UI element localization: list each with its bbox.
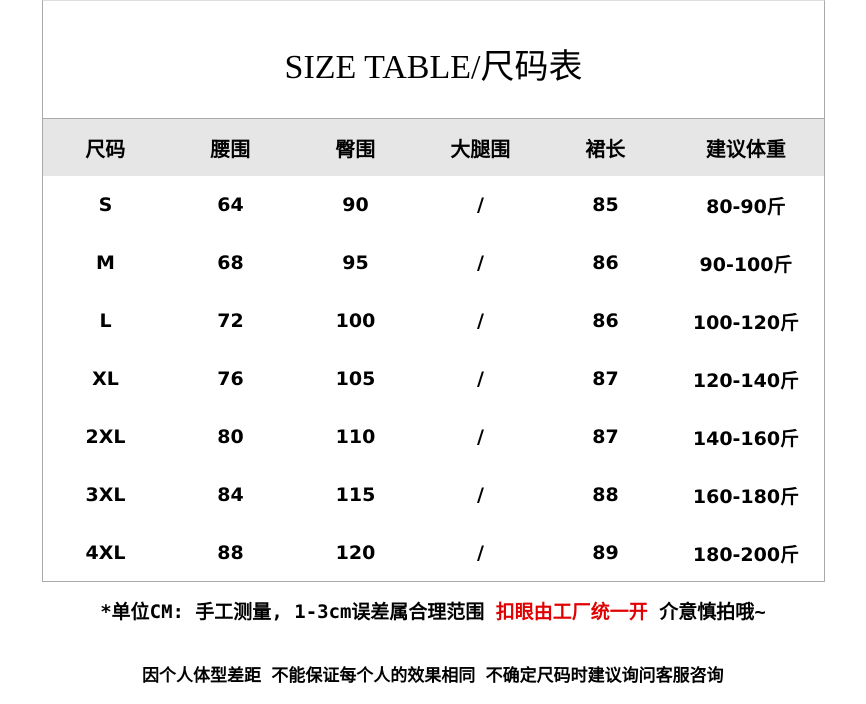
table-cell: 76	[217, 368, 244, 390]
table-cell: XL	[92, 368, 119, 390]
table-cell: /	[477, 194, 484, 216]
table-row: 2XL 80 110 / 87 140-160斤	[43, 408, 824, 466]
table-cell: 87	[592, 426, 619, 448]
table-cell: S	[98, 194, 113, 216]
column-header: 尺码	[85, 137, 126, 161]
table-cell: 3XL	[85, 484, 126, 506]
disclaimer-note: 因个人体型差距 不能保证每个人的效果相同 不确定尺码时建议询问客服咨询	[142, 666, 724, 686]
table-row: L 72 100 / 86 100-120斤	[43, 292, 824, 350]
table-cell: 100-120斤	[692, 311, 800, 334]
table-cell: 2XL	[85, 426, 126, 448]
table-cell: 100	[335, 310, 376, 332]
table-row: M 68 95 / 86 90-100斤	[43, 234, 824, 292]
table-cell: 85	[592, 194, 619, 216]
table-cell: 4XL	[85, 542, 126, 564]
column-header: 臀围	[335, 137, 376, 161]
table-cell: 86	[592, 310, 619, 332]
table-cell: /	[477, 426, 484, 448]
table-header: 尺码 腰围 臀围 大腿围 裙长 建议体重	[43, 118, 824, 176]
table-cell: 72	[217, 310, 244, 332]
table-cell: 84	[217, 484, 244, 506]
table-cell: 87	[592, 368, 619, 390]
table-cell: 64	[217, 194, 244, 216]
table-row: 4XL 88 120 / 89 180-200斤	[43, 524, 824, 582]
table-cell: 80-90斤	[706, 195, 786, 218]
table-cell: 80	[217, 426, 244, 448]
table-cell: 110	[335, 426, 376, 448]
table-cell: 90	[342, 194, 369, 216]
table-row: 3XL 84 115 / 88 160-180斤	[43, 466, 824, 524]
size-table: SIZE TABLE/尺码表 尺码 腰围 臀围 大腿围 裙长 建议体重 S 64 90 / 85 8…	[42, 0, 825, 582]
table-cell: /	[477, 310, 484, 332]
table-cell: /	[477, 252, 484, 274]
note-text: *单位CM: 手工测量, 1-3cm误差属合理范围	[100, 601, 496, 623]
column-header: 建议体重	[706, 137, 786, 161]
note-highlight: 扣眼由工厂统一开	[495, 601, 648, 623]
table-cell: 115	[335, 484, 376, 506]
table-cell: /	[477, 542, 484, 564]
table-cell: /	[477, 484, 484, 506]
table-cell: 120	[335, 542, 376, 564]
table-cell: 105	[335, 368, 376, 390]
page-title: SIZE TABLE/尺码表	[284, 49, 583, 86]
table-row: S 64 90 / 85 80-90斤	[43, 176, 824, 234]
table-cell: L	[99, 310, 112, 332]
table-cell: 180-200斤	[692, 543, 800, 566]
table-cell: 68	[217, 252, 244, 274]
table-cell: 86	[592, 252, 619, 274]
table-cell: M	[96, 252, 115, 274]
column-header: 裙长	[585, 137, 626, 161]
table-row: XL 76 105 / 87 120-140斤	[43, 350, 824, 408]
table-cell: 88	[217, 542, 244, 564]
table-cell: 120-140斤	[692, 369, 800, 392]
table-cell: 160-180斤	[692, 485, 800, 508]
note-text: 介意慎拍哦~	[647, 601, 766, 623]
table-cell: 95	[342, 252, 369, 274]
table-cell: /	[477, 368, 484, 390]
table-cell: 88	[592, 484, 619, 506]
column-header: 大腿围	[450, 137, 511, 161]
measurement-note: *单位CM: 手工测量, 1-3cm误差属合理范围 扣眼由工厂统一开 介意慎拍哦…	[0, 597, 866, 624]
table-cell: 90-100斤	[699, 253, 793, 276]
table-cell: 140-160斤	[692, 427, 800, 450]
table-cell: 89	[592, 542, 619, 564]
column-header: 腰围	[210, 137, 251, 161]
